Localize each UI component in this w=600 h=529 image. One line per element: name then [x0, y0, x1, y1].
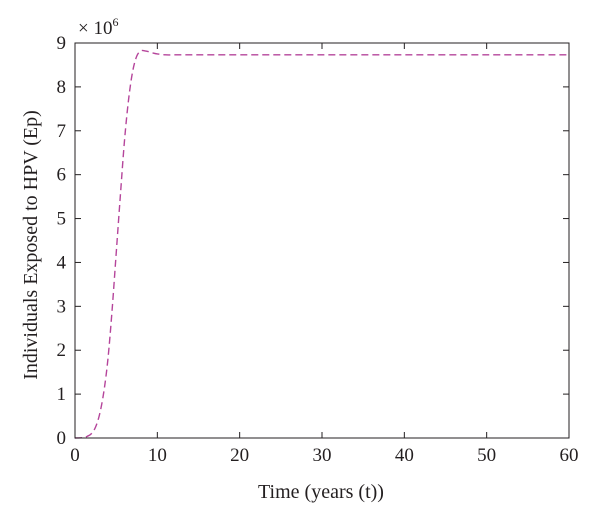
y-axis-multiplier-exponent: 6 [112, 15, 118, 29]
x-tick-label: 10 [148, 445, 167, 466]
y-tick-label: 7 [57, 121, 67, 142]
x-tick-label: 60 [560, 445, 579, 466]
y-tick-label: 5 [57, 209, 67, 230]
y-tick-label: 2 [57, 340, 67, 361]
x-tick-label: 40 [395, 445, 414, 466]
y-tick-label: 9 [57, 33, 67, 54]
y-tick-label: 4 [57, 252, 67, 273]
series-line [74, 49, 569, 439]
x-axis-label: Time (years (t)) [258, 481, 384, 503]
x-tick-label: 20 [230, 445, 249, 466]
y-tick-label: 8 [57, 77, 67, 98]
y-axis-multiplier: × 106 [78, 15, 118, 39]
y-tick-label: 6 [57, 165, 67, 186]
plot-frame [74, 42, 570, 439]
y-axis-multiplier-base: × 10 [78, 18, 112, 39]
y-tick-label: 0 [57, 428, 67, 449]
y-tick-label: 1 [57, 384, 67, 405]
x-tick-label: 0 [70, 445, 80, 466]
series-layer [74, 49, 569, 439]
x-tick-label: 50 [477, 445, 496, 466]
axes-layer: 0 10 20 30 40 50 60 0 1 2 3 4 5 6 7 8 9 [57, 33, 579, 466]
x-tick-label: 30 [313, 445, 332, 466]
y-axis-label: Individuals Exposed to HPV (Ep) [20, 110, 42, 380]
y-tick-label: 3 [57, 296, 67, 317]
